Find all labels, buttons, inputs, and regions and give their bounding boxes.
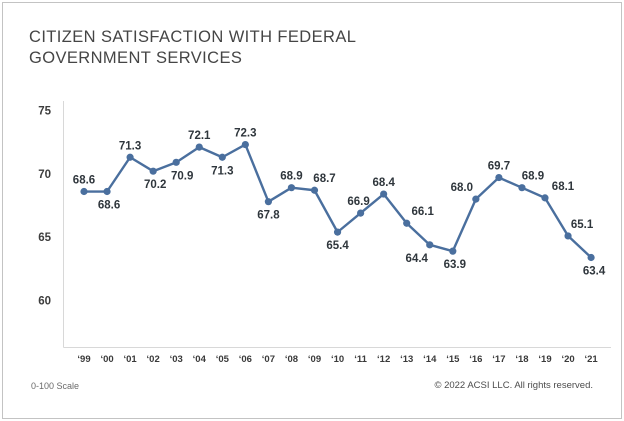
data-point [149, 167, 157, 175]
x-tick-label: ‘20 [561, 354, 574, 365]
data-point-label: 64.4 [406, 253, 429, 265]
data-point-label: 68.7 [313, 173, 335, 185]
data-point [241, 140, 249, 149]
data-point [541, 194, 549, 202]
data-point [103, 187, 111, 196]
y-tick-label: 60 [38, 296, 51, 308]
x-tick-label: ‘09 [308, 354, 321, 365]
x-tick-label: ‘19 [538, 354, 551, 365]
chart-title: CITIZEN SATISFACTION WITH FEDERAL GOVERN… [29, 27, 509, 69]
data-point-labels: 68.6 68.6 71.3 70.2 70.9 72.1 71.3 72.3 67.8 68.9… [73, 128, 606, 278]
data-point-label: 68.4 [372, 177, 395, 189]
data-point-label: 65.4 [326, 240, 349, 252]
data-point-label: 66.9 [347, 196, 369, 208]
data-point [587, 253, 595, 262]
data-point-label: 69.7 [488, 161, 510, 173]
x-tick-label: ‘07 [262, 354, 275, 365]
data-point [264, 198, 272, 206]
y-tick-label: 65 [38, 232, 51, 244]
y-tick-label: 70 [38, 169, 51, 181]
x-axis-tick-labels: ‘99 ‘00 ‘01 ‘02 ‘03 ‘04 ‘05 ‘06 ‘07 ‘08 ‘09 ‘10 ‘11 ‘… [77, 354, 598, 365]
data-point-label: 72.3 [234, 128, 256, 140]
y-tick-label: 75 [38, 105, 51, 117]
x-tick-label: ‘14 [423, 354, 437, 365]
x-tick-label: ‘08 [285, 354, 298, 365]
x-tick-label: ‘05 [216, 354, 230, 365]
data-point-label: 65.1 [571, 219, 594, 231]
scale-note: 0-100 Scale [31, 381, 80, 391]
x-tick-label: ‘00 [100, 354, 113, 365]
data-point [287, 184, 296, 192]
data-point [80, 187, 88, 196]
data-point [310, 186, 319, 194]
data-point-label: 68.0 [451, 182, 473, 194]
data-point [426, 241, 434, 249]
x-tick-label: ‘12 [377, 354, 390, 365]
x-tick-label: ‘17 [492, 354, 505, 365]
data-point [564, 232, 572, 240]
data-point [518, 184, 526, 192]
x-tick-label: ‘02 [147, 354, 160, 365]
data-point [218, 153, 226, 161]
data-point [195, 143, 203, 151]
data-point [357, 209, 365, 217]
data-point-label: 66.1 [412, 206, 435, 218]
data-point-label: 71.3 [211, 165, 233, 177]
x-tick-label: ‘99 [77, 354, 90, 365]
chart-title-line-2: GOVERNMENT SERVICES [29, 49, 243, 68]
data-point [495, 173, 503, 182]
data-point-label: 68.1 [552, 181, 575, 193]
data-point [126, 153, 134, 161]
data-point-label: 63.9 [444, 259, 466, 271]
x-tick-label: ‘16 [469, 354, 482, 365]
data-point-label: 68.6 [98, 200, 120, 212]
data-point-label: 68.9 [522, 171, 544, 183]
x-tick-label: ‘18 [515, 354, 528, 365]
x-tick-label: ‘15 [446, 354, 460, 365]
data-point-label: 72.1 [188, 130, 211, 142]
chart-title-line-1: CITIZEN SATISFACTION WITH FEDERAL [29, 28, 357, 46]
data-point-label: 67.8 [257, 210, 280, 222]
data-point [449, 247, 457, 255]
data-point-label: 71.3 [119, 140, 141, 152]
copyright-note: © 2022 ACSI LLC. All rights reserved. [434, 380, 593, 391]
data-point [380, 190, 388, 198]
x-tick-label: ‘21 [584, 354, 598, 365]
data-point [472, 195, 480, 203]
data-point [333, 228, 342, 236]
x-tick-label: ‘01 [123, 354, 137, 365]
x-tick-label: ‘10 [331, 354, 344, 365]
x-tick-label: ‘06 [239, 354, 252, 365]
data-series [80, 140, 595, 262]
data-point-label: 68.6 [73, 175, 95, 187]
x-tick-label: ‘04 [193, 354, 207, 365]
x-tick-label: ‘13 [400, 354, 413, 365]
y-axis-tick-labels: 75 70 65 60 [38, 105, 51, 307]
data-point [172, 158, 180, 166]
data-point-label: 70.9 [171, 170, 193, 182]
x-tick-label: ‘03 [170, 354, 183, 365]
data-point [403, 219, 411, 227]
data-point-label: 68.9 [280, 171, 302, 183]
data-point-label: 70.2 [144, 179, 166, 191]
x-tick-label: ‘11 [354, 354, 367, 365]
data-point-label: 63.4 [583, 266, 606, 278]
